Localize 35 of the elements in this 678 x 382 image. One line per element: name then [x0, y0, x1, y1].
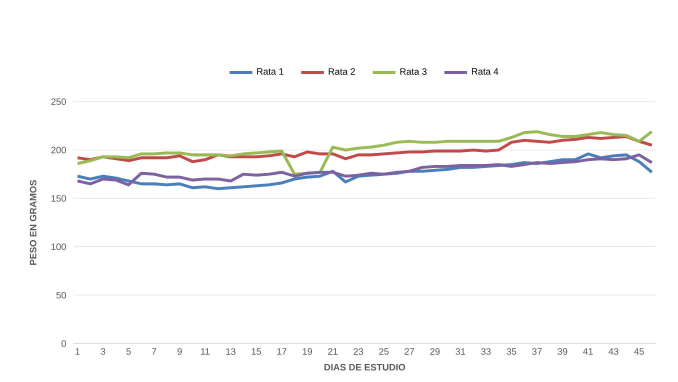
y-axis-title: PESO EN GRAMOS: [30, 180, 36, 265]
x-tick-label: 21: [328, 348, 338, 355]
x-tick-label: 1: [76, 348, 80, 355]
x-axis-title: DIAS DE ESTUDIO: [324, 364, 406, 370]
y-tick-label: 100: [52, 243, 66, 250]
x-tick-label: 15: [252, 348, 261, 355]
y-tick-label: 50: [56, 292, 66, 298]
x-tick-label: 27: [404, 348, 414, 355]
x-tick-label: 37: [532, 348, 542, 355]
x-tick-label: 31: [456, 348, 466, 355]
x-tick-label: 17: [277, 348, 286, 355]
y-tick-label: 0: [62, 340, 66, 347]
x-tick-label: 23: [354, 348, 364, 355]
y-tick-label: 250: [51, 98, 66, 105]
x-tick-label: 19: [302, 348, 312, 355]
x-tick-label: 5: [126, 348, 131, 355]
x-tick-label: 39: [558, 348, 568, 355]
x-tick-label: 13: [226, 348, 236, 355]
legend-label: Rata 3: [400, 68, 427, 75]
legend-label: Rata 4: [472, 68, 498, 75]
x-tick-label: 43: [608, 348, 618, 355]
x-tick-label: 41: [583, 348, 593, 355]
legend-label: Rata 2: [328, 68, 355, 75]
x-tick-label: 35: [506, 348, 516, 355]
y-tick-label: 200: [51, 146, 66, 154]
x-tick-label: 33: [481, 348, 491, 355]
legend-label: Rata 1: [257, 68, 284, 75]
x-tick-label: 45: [634, 348, 644, 355]
x-tick-label: 3: [100, 348, 106, 355]
x-tick-label: 11: [201, 348, 210, 355]
x-tick-label: 29: [430, 348, 440, 355]
x-tick-label: 7: [152, 348, 156, 355]
x-tick-label: 9: [177, 348, 182, 355]
y-tick-label: 150: [52, 195, 66, 202]
x-tick-label: 25: [379, 348, 389, 355]
